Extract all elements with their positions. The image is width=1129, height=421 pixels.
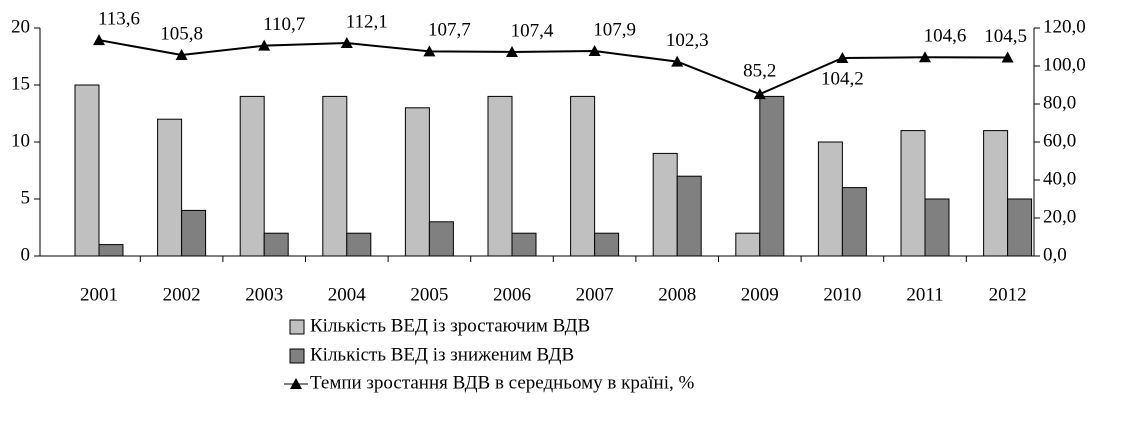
marker [423,45,436,57]
bar [924,198,950,257]
data-label: 107,4 [511,20,554,41]
data-label: 110,7 [263,14,305,35]
y2-tick-label: 100,0 [1043,54,1086,75]
bar [157,118,183,257]
y2-tick-label: 60,0 [1043,130,1076,151]
y2-tick-label: 120,0 [1043,16,1086,37]
marker [175,48,188,60]
bar [759,95,785,257]
bar [594,232,620,257]
bar [239,95,265,257]
marker [506,45,518,57]
data-label: 85,2 [743,60,776,81]
y-tick-label: 20 [11,16,30,37]
y-tick-label: 10 [11,130,30,151]
data-label: 107,7 [428,20,471,41]
x-tick-label: 2005 [410,284,448,305]
bar [570,95,596,257]
x-tick-label: 2012 [989,284,1027,305]
bar [817,141,843,257]
marker [1001,51,1014,63]
y-tick-label: 0 [21,244,31,265]
marker [588,44,601,56]
legend-label: Кількість ВЕД із зниженим ВДВ [310,344,574,365]
bar [841,187,867,257]
marker [93,34,105,46]
data-label: 112,1 [346,11,388,32]
bar [428,221,454,257]
line [98,39,1008,96]
data-label: 104,2 [821,68,864,89]
x-tick-label: 2006 [493,284,531,305]
x-tick-label: 2009 [741,284,779,305]
bar [676,175,702,257]
bar [983,130,1009,257]
bar [322,95,348,257]
x-tick-label: 2010 [823,284,861,305]
x-tick-label: 2008 [658,284,696,305]
marker [258,39,271,51]
x-tick-label: 2002 [163,284,201,305]
marker [753,88,766,100]
bar [263,232,289,257]
bar [346,232,372,257]
bar [511,232,537,257]
data-label: 104,6 [924,26,967,47]
marker [919,51,931,63]
bar [181,209,207,257]
bar [487,95,513,257]
y2-tick-label: 40,0 [1043,168,1076,189]
y2-tick-label: 20,0 [1043,206,1076,227]
marker [836,52,849,64]
y2-tick-label: 80,0 [1043,92,1076,113]
bar [74,84,100,257]
data-label: 113,6 [98,9,140,30]
bar [652,152,678,257]
data-label: 104,5 [984,26,1027,47]
marker [340,37,353,49]
legend-swatch [289,348,305,364]
data-label: 102,3 [666,30,709,51]
legend-label: Кількість ВЕД із зростаючим ВДВ [310,315,590,336]
y-tick-label: 5 [21,187,31,208]
bar [735,232,761,257]
bar [1007,198,1033,257]
bar [98,244,124,257]
bar [900,130,926,257]
y-tick-label: 15 [11,73,30,94]
legend-swatch [289,319,305,335]
x-tick-label: 2004 [328,284,367,305]
data-label: 105,8 [160,23,203,44]
legend-label: Темпи зростання ВДВ в середньому в країн… [310,372,694,393]
y2-tick-label: 0,0 [1043,244,1067,265]
x-tick-label: 2007 [576,284,614,305]
data-label: 107,9 [593,19,636,40]
bar [404,107,430,257]
legend-marker [290,378,302,389]
x-tick-label: 2011 [906,284,943,305]
x-tick-label: 2003 [245,284,283,305]
marker [671,55,684,67]
x-tick-label: 2001 [80,284,118,305]
